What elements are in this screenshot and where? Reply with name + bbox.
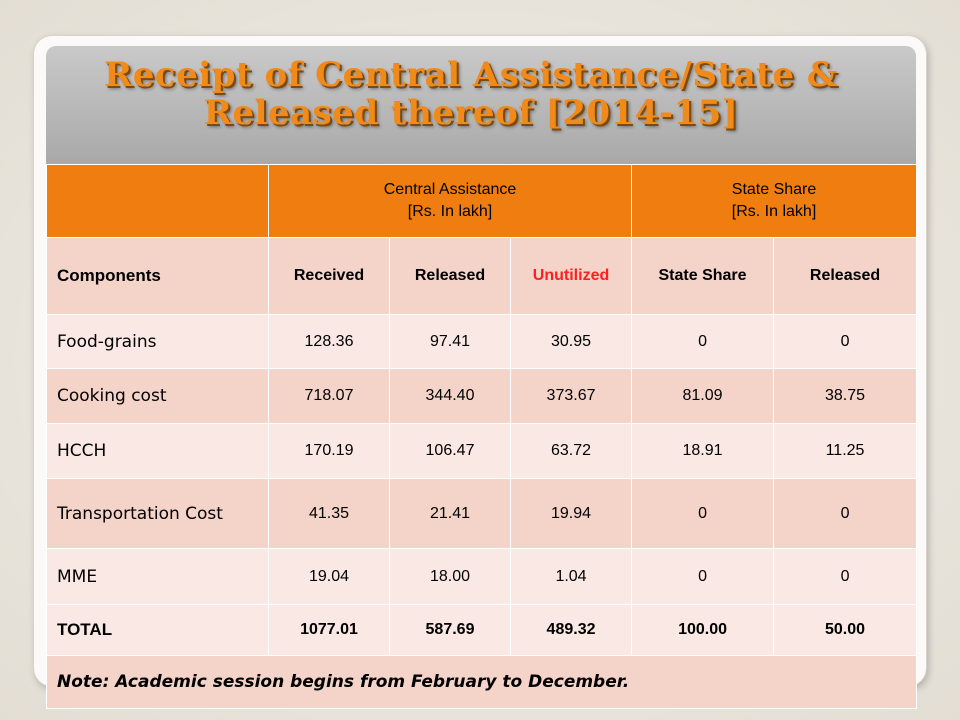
cell-received: 41.35 (268, 478, 390, 549)
cell-state-released: 0 (773, 478, 918, 549)
note-text: Note: Academic session begins from Febru… (45, 655, 918, 709)
column-header-row: Components Received Released Unutilized … (46, 237, 918, 315)
table-row: MME 19.04 18.00 1.04 0 0 (46, 548, 918, 605)
row-label: Transportation Cost (46, 478, 269, 549)
cell-state-share: 0 (631, 548, 775, 605)
cell-state-share: 0 (631, 478, 775, 549)
total-label: TOTAL (46, 604, 269, 656)
total-received: 1077.01 (268, 604, 390, 656)
col-state-share: State Share (631, 237, 775, 315)
col-released: Released (389, 237, 511, 315)
header-central-title: Central Assistance (383, 181, 517, 198)
cell-unutilized: 373.67 (509, 368, 633, 424)
cell-state-share: 0 (631, 314, 775, 369)
table-row: Cooking cost 718.07 344.40 373.67 81.09 … (46, 368, 918, 424)
row-label: MME (46, 548, 269, 605)
cell-unutilized: 1.04 (509, 548, 633, 605)
cell-unutilized: 30.95 (509, 314, 633, 369)
cell-released: 344.40 (389, 368, 511, 424)
cell-received: 718.07 (268, 368, 390, 424)
total-unutilized: 489.32 (509, 604, 633, 656)
cell-released: 21.41 (389, 478, 511, 549)
table-row: Food-grains 128.36 97.41 30.95 0 0 (46, 314, 918, 369)
assistance-table: Central Assistance [Rs. In lakh] State S… (45, 164, 918, 709)
cell-state-share: 18.91 (631, 423, 775, 479)
header-empty-cell (46, 164, 269, 238)
total-state-share: 100.00 (631, 604, 775, 656)
note-row: Note: Academic session begins from Febru… (45, 655, 918, 709)
cell-state-share: 81.09 (631, 368, 775, 424)
cell-state-released: 0 (773, 548, 918, 605)
row-label: HCCH (46, 423, 269, 479)
cell-unutilized: 19.94 (509, 478, 633, 549)
row-label: Food-grains (46, 314, 269, 369)
cell-received: 19.04 (268, 548, 390, 605)
header-central-unit: [Rs. In lakh] (407, 203, 493, 220)
total-state-released: 50.00 (773, 604, 918, 656)
cell-unutilized: 63.72 (509, 423, 633, 479)
col-received: Received (268, 237, 390, 315)
total-row: TOTAL 1077.01 587.69 489.32 100.00 50.00 (46, 604, 918, 656)
cell-received: 170.19 (268, 423, 390, 479)
col-state-released: Released (773, 237, 918, 315)
table-row: Transportation Cost 41.35 21.41 19.94 0 … (46, 478, 918, 549)
cell-released: 106.47 (389, 423, 511, 479)
header-state-share: State Share [Rs. In lakh] (631, 164, 918, 238)
title-line-1: Receipt of Central Assistance/State & (104, 55, 838, 95)
col-components: Components (46, 237, 269, 315)
header-row: Central Assistance [Rs. In lakh] State S… (46, 164, 918, 238)
col-unutilized: Unutilized (509, 237, 633, 315)
cell-state-released: 0 (773, 314, 918, 369)
cell-state-released: 11.25 (773, 423, 918, 479)
page-title: Receipt of Central Assistance/State & Re… (46, 56, 896, 132)
row-label: Cooking cost (46, 368, 269, 424)
title-band (46, 46, 916, 164)
header-state-unit: [Rs. In lakh] (731, 203, 817, 220)
cell-received: 128.36 (268, 314, 390, 369)
header-state-title: State Share (731, 181, 817, 198)
header-central-assistance: Central Assistance [Rs. In lakh] (267, 164, 633, 238)
title-line-2: Released thereof [2014-15] (203, 93, 739, 133)
cell-state-released: 38.75 (773, 368, 918, 424)
cell-released: 97.41 (389, 314, 511, 369)
cell-released: 18.00 (389, 548, 511, 605)
total-released: 587.69 (389, 604, 511, 656)
table-row: HCCH 170.19 106.47 63.72 18.91 11.25 (46, 423, 918, 479)
